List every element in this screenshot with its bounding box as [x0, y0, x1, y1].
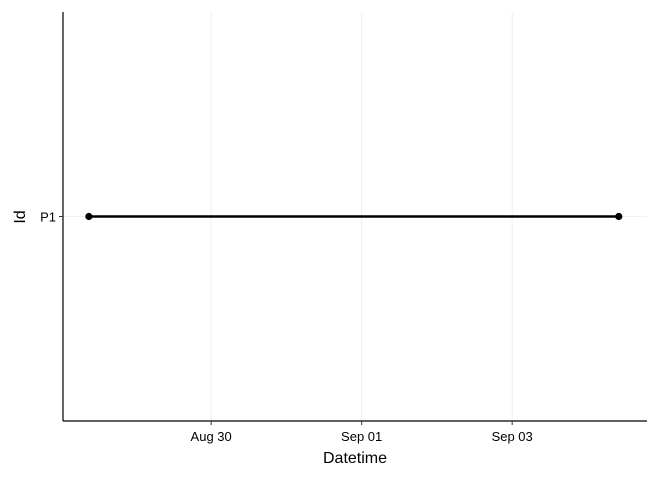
x-ticks: Aug 30 Sep 01 Sep 03	[191, 421, 533, 444]
marks	[85, 212, 623, 221]
data-point	[615, 212, 623, 221]
x-axis-title: Datetime	[323, 450, 387, 467]
x-tick-label: Aug 30	[191, 429, 232, 444]
x-tick-label: Sep 03	[492, 429, 533, 444]
y-ticks: P1	[40, 210, 63, 225]
y-axis-title: Id	[12, 210, 29, 223]
y-tick-label: P1	[40, 210, 56, 225]
x-tick-label: Sep 01	[341, 429, 382, 444]
data-point	[85, 212, 93, 221]
